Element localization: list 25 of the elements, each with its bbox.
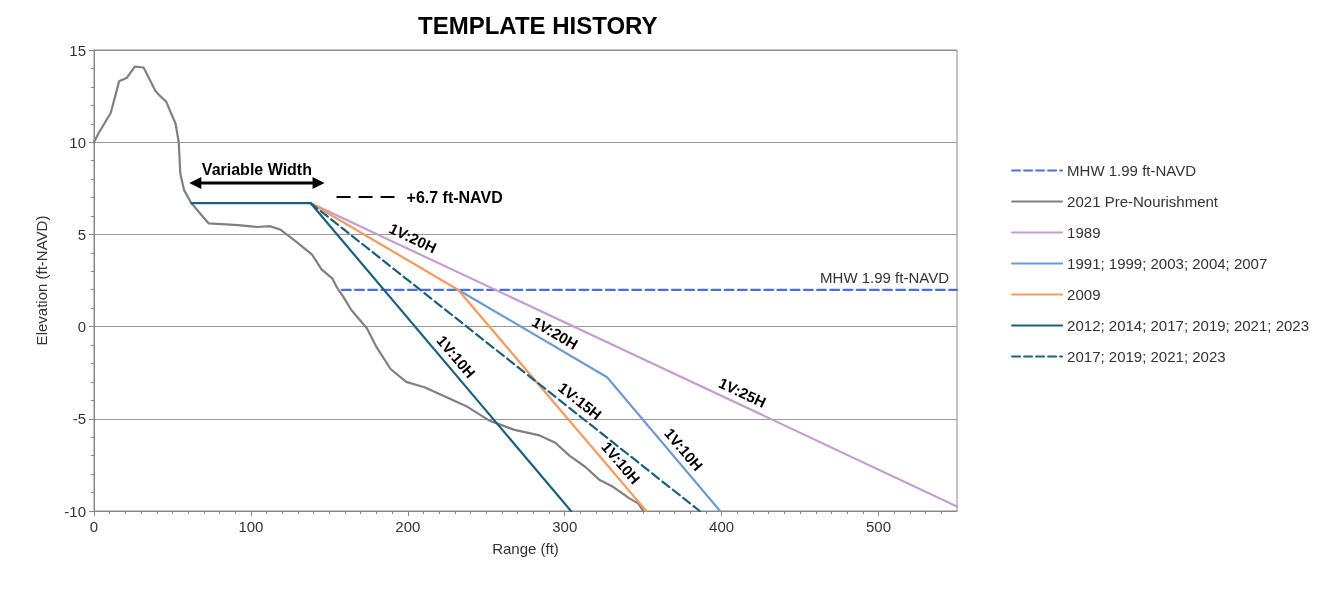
x-tick-label: 0 (89, 518, 99, 535)
annotation: Variable Width (201, 160, 312, 178)
y-axis-title: Elevation (ft-NAVD) (33, 215, 50, 346)
legend-label: 2009 (1067, 286, 1101, 303)
legend-label: 2021 Pre-Nourishment (1067, 193, 1219, 210)
y-tick-label: 15 (69, 41, 86, 59)
x-tick-label: 400 (709, 518, 735, 535)
annotation: +6.7 ft-NAVD (406, 188, 503, 206)
y-tick-label: 5 (77, 225, 86, 243)
legend-label: MHW 1.99 ft-NAVD (1067, 162, 1197, 179)
y-tick-label: 0 (77, 318, 86, 336)
chart-title: TEMPLATE HISTORY (418, 11, 658, 39)
y-tick-label: -5 (72, 410, 86, 428)
legend-label: 2012; 2014; 2017; 2019; 2021; 2023 (1067, 317, 1309, 334)
x-axis-title: Range (ft) (492, 540, 559, 557)
x-tick-label: 300 (552, 518, 578, 535)
x-tick-label: 200 (395, 518, 421, 535)
legend-label: 1991; 1999; 2003; 2004; 2007 (1067, 255, 1268, 272)
legend-label: 2017; 2019; 2021; 2023 (1067, 348, 1226, 365)
legend-label: 1989 (1067, 224, 1101, 241)
x-tick-label: 100 (238, 518, 264, 535)
y-tick-label: 10 (69, 133, 86, 151)
annotation: MHW 1.99 ft-NAVD (820, 268, 950, 286)
x-tick-label: 500 (866, 518, 892, 535)
y-tick-label: -10 (64, 502, 86, 520)
